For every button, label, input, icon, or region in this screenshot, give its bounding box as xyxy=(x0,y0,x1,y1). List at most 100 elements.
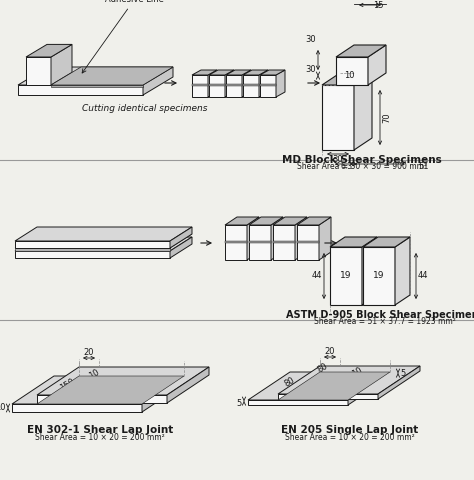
Text: 20: 20 xyxy=(84,348,94,357)
Polygon shape xyxy=(192,70,217,75)
Polygon shape xyxy=(368,45,386,85)
Polygon shape xyxy=(249,241,271,243)
Polygon shape xyxy=(249,217,283,225)
Polygon shape xyxy=(297,241,319,243)
Text: Adhesive Line: Adhesive Line xyxy=(82,0,164,73)
Polygon shape xyxy=(226,70,251,75)
Text: 30: 30 xyxy=(305,36,316,45)
Polygon shape xyxy=(225,241,247,243)
Polygon shape xyxy=(273,225,295,260)
Polygon shape xyxy=(226,75,242,97)
Text: EN 205 Single Lap Joint: EN 205 Single Lap Joint xyxy=(282,425,419,435)
Polygon shape xyxy=(243,84,259,86)
Polygon shape xyxy=(322,85,354,150)
Polygon shape xyxy=(15,237,192,251)
Polygon shape xyxy=(297,217,331,225)
Polygon shape xyxy=(51,67,173,85)
Polygon shape xyxy=(362,237,377,305)
Text: 5: 5 xyxy=(400,369,405,377)
Polygon shape xyxy=(363,247,395,305)
Polygon shape xyxy=(248,400,348,405)
Polygon shape xyxy=(192,84,208,86)
Text: Shear Area = 51 × 37.7 = 1923 mm²: Shear Area = 51 × 37.7 = 1923 mm² xyxy=(314,317,456,326)
Polygon shape xyxy=(26,57,51,85)
Polygon shape xyxy=(260,75,276,97)
Polygon shape xyxy=(225,217,259,225)
Text: 80: 80 xyxy=(283,375,297,389)
Text: Shear Area = 10 × 20 = 200 mm²: Shear Area = 10 × 20 = 200 mm² xyxy=(285,433,415,442)
Text: 20: 20 xyxy=(325,347,335,356)
Polygon shape xyxy=(336,57,368,85)
Text: 30: 30 xyxy=(305,65,316,74)
Polygon shape xyxy=(295,217,307,260)
Text: EN 302-1 Shear Lap Joint: EN 302-1 Shear Lap Joint xyxy=(27,425,173,435)
Polygon shape xyxy=(170,237,192,258)
Polygon shape xyxy=(15,248,170,251)
Polygon shape xyxy=(243,75,259,97)
Polygon shape xyxy=(348,372,390,405)
Polygon shape xyxy=(15,234,192,248)
Text: 10: 10 xyxy=(350,365,364,379)
Polygon shape xyxy=(12,404,142,412)
Polygon shape xyxy=(37,376,184,404)
Text: 150: 150 xyxy=(58,377,76,393)
Polygon shape xyxy=(330,237,377,247)
Text: 51: 51 xyxy=(418,162,428,171)
Polygon shape xyxy=(15,241,170,248)
Polygon shape xyxy=(226,84,242,86)
Text: 10: 10 xyxy=(87,367,101,381)
Polygon shape xyxy=(322,73,372,85)
Polygon shape xyxy=(336,45,386,57)
Polygon shape xyxy=(167,367,209,403)
Polygon shape xyxy=(273,217,307,225)
Polygon shape xyxy=(278,394,378,399)
Polygon shape xyxy=(271,217,283,260)
Polygon shape xyxy=(15,227,192,241)
Polygon shape xyxy=(278,366,420,394)
Polygon shape xyxy=(37,367,209,395)
Polygon shape xyxy=(248,372,390,400)
Polygon shape xyxy=(378,366,420,399)
Text: 30: 30 xyxy=(333,155,343,164)
Text: 44: 44 xyxy=(311,272,322,280)
Polygon shape xyxy=(208,70,217,97)
Polygon shape xyxy=(259,70,268,97)
Text: MD Block Shear Specimens: MD Block Shear Specimens xyxy=(282,155,442,165)
Polygon shape xyxy=(37,395,167,403)
Text: 5: 5 xyxy=(237,398,242,408)
Polygon shape xyxy=(243,70,268,75)
Polygon shape xyxy=(297,225,319,260)
Text: 19: 19 xyxy=(340,272,352,280)
Polygon shape xyxy=(260,70,285,75)
Polygon shape xyxy=(143,67,173,95)
Polygon shape xyxy=(225,70,234,97)
Text: 15: 15 xyxy=(373,1,383,10)
Polygon shape xyxy=(142,376,184,412)
Polygon shape xyxy=(395,237,410,305)
Polygon shape xyxy=(330,247,362,305)
Text: Shear Area = 30 × 30 = 900 mm²: Shear Area = 30 × 30 = 900 mm² xyxy=(297,162,427,171)
Polygon shape xyxy=(15,251,170,258)
Polygon shape xyxy=(26,44,72,57)
Text: 80: 80 xyxy=(316,361,330,374)
Polygon shape xyxy=(225,225,247,260)
Text: 19: 19 xyxy=(373,272,385,280)
Polygon shape xyxy=(273,241,295,243)
Polygon shape xyxy=(260,84,276,86)
Polygon shape xyxy=(276,70,285,97)
Polygon shape xyxy=(209,75,225,97)
Text: 6.3: 6.3 xyxy=(341,162,353,171)
Polygon shape xyxy=(18,85,143,95)
Text: 44: 44 xyxy=(418,272,428,280)
Polygon shape xyxy=(209,84,225,86)
Polygon shape xyxy=(192,75,208,97)
Polygon shape xyxy=(354,73,372,150)
Polygon shape xyxy=(249,225,271,260)
Text: 70: 70 xyxy=(382,113,391,123)
Polygon shape xyxy=(247,217,259,260)
Polygon shape xyxy=(51,85,143,87)
Polygon shape xyxy=(319,217,331,260)
Text: Shear Area = 10 × 20 = 200 mm²: Shear Area = 10 × 20 = 200 mm² xyxy=(35,433,165,442)
Text: Cutting identical specimens: Cutting identical specimens xyxy=(82,104,208,113)
Text: 10: 10 xyxy=(0,404,6,412)
